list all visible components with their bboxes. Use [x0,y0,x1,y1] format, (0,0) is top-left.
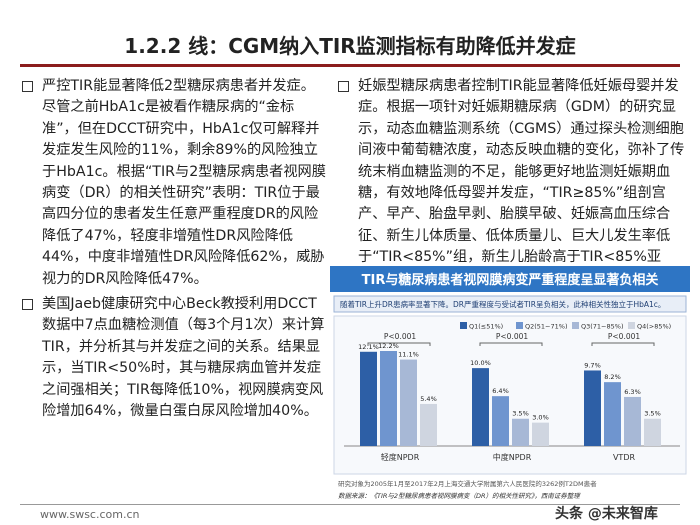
category-label: 轻度NPDR [381,452,420,462]
bar [400,359,417,446]
value-label: 11.1% [398,351,419,359]
category-label: 中度NPDR [493,452,532,462]
paragraph: 美国Jaeb健康研究中心Beck教授利用DCCT数据中7点血糖检测值（每3个月1… [42,296,325,420]
value-label: 5.4% [420,395,437,403]
slide-title: 1.2.2 线：CGM纳入TIR监测指标有助降低并发症 [124,34,576,58]
bar [532,422,549,446]
chart: TIR与糖尿病患者视网膜病变严重程度呈显著负相关 随着TIR上升DR患病率显著下… [330,266,690,500]
source: 数据来源：《TIR与2型糖尿病患者视网膜病变（DR）的相关性研究》，西南证券整理 [338,492,581,500]
annotation: P<0.001 [384,332,417,341]
legend-label: Q1(≤51%) [469,323,503,331]
subtitle-box [333,295,687,313]
value-label: 8.2% [604,373,621,381]
left-column: 严控TIR能显著降低2型糖尿病患者并发症。尽管之前HbA1c是被看作糖尿病的“金… [20,76,328,501]
chart-subtitle: 随着TIR上升DR患病率显著下降。DR严重程度与受试者TIR呈负相关，此种相关性… [340,299,665,309]
value-label: 10.0% [470,359,491,367]
watermark: 头条 @未来智库 [555,506,658,522]
bullet: 美国Jaeb健康研究中心Beck教授利用DCCT数据中7点血糖检测值（每3个月1… [20,294,328,422]
title-rule [20,64,680,67]
paragraph: 妊娠型糖尿病患者控制TIR能显著降低妊娠母婴并发症。根据一项针对妊娠期糖尿病（G… [358,78,685,266]
value-label: 3.5% [644,410,661,418]
value-label: 3.5% [512,410,529,418]
legend-swatch [516,322,523,329]
footer-rule [20,504,680,505]
bar [360,351,377,446]
bracket [367,342,431,346]
bracket [591,342,655,346]
annotation: P<0.001 [608,332,641,341]
bullet: 妊娠型糖尿病患者控制TIR能显著降低妊娠母婴并发症。根据一项针对妊娠期糖尿病（G… [336,76,686,266]
bullet-icon [22,299,33,311]
chart-title: TIR与糖尿病患者视网膜病变严重程度呈显著负相关 [362,272,659,288]
paragraph: 严控TIR能显著降低2型糖尿病患者并发症。尽管之前HbA1c是被看作糖尿病的“金… [42,78,326,287]
value-label: 12.2% [378,342,399,350]
bar [584,370,601,446]
chart-banner [330,266,690,292]
bar [512,418,529,446]
bullet-icon [22,81,33,92]
chart-note: 研究对象为2005年1月至2017年2月上海交通大学附属第六人民医院的3262例… [338,479,597,488]
legend-swatch [460,322,467,329]
legend-swatch [572,322,579,329]
bullet-icon [338,81,349,92]
bracket [479,342,543,346]
legend-label: Q4(>85%) [637,323,671,331]
value-label: 3.0% [532,414,549,422]
bar [380,351,397,446]
bullet: 严控TIR能显著降低2型糖尿病患者并发症。尽管之前HbA1c是被看作糖尿病的“金… [20,76,328,290]
bar [644,418,661,446]
legend-swatch [628,322,635,329]
legend-label: Q3(71~85%) [581,323,624,331]
value-label: 12.1% [358,343,379,351]
bar [624,396,641,446]
bar [472,368,489,446]
footer-url: www.swsc.com.cn [40,508,140,521]
value-label: 9.7% [584,361,601,369]
value-label: 6.3% [624,388,641,396]
annotation: P<0.001 [496,332,529,341]
category-label: VTDR [613,453,636,462]
value-label: 6.4% [492,387,509,395]
bar [604,382,621,446]
bar [420,403,437,446]
bar [492,396,509,446]
legend-label: Q2(51~71%) [525,323,568,331]
right-column: 妊娠型糖尿病患者控制TIR能显著降低妊娠母婴并发症。根据一项针对妊娠期糖尿病（G… [336,76,686,266]
